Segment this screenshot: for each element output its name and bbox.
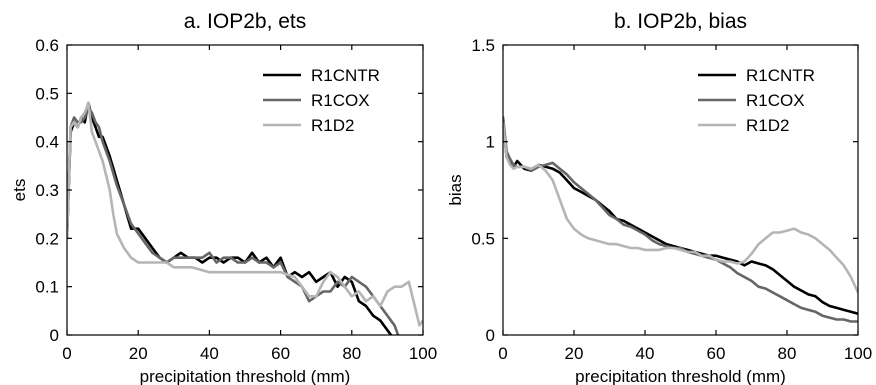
series-line-b-r1cox bbox=[503, 116, 858, 323]
chart-a: a. IOP2b, ets 0 20 40 60 80 100 0 0.1 0.2 0.3 0.4 0.… bbox=[10, 10, 437, 385]
legend-label-b-r1cntr: R1CNTR bbox=[746, 66, 815, 85]
x-tick-label-b-40: 40 bbox=[636, 344, 655, 363]
x-tick-label-b-20: 20 bbox=[565, 344, 584, 363]
plot-frame-b bbox=[502, 44, 859, 336]
x-tick-label-a-100: 100 bbox=[409, 344, 437, 363]
x-axis-label-b: precipitation threshold (mm) bbox=[575, 367, 786, 385]
y-tick-label-b-0.5: 0.5 bbox=[471, 229, 495, 248]
series-line-a-r1d2 bbox=[67, 101, 423, 327]
x-tick-label-a-40: 40 bbox=[200, 344, 219, 363]
y-tick-label-a-0.6: 0.6 bbox=[35, 36, 59, 55]
y-axis-label-b: bias bbox=[446, 174, 465, 205]
chart-b: b. IOP2b, bias 0 20 40 60 80 100 0 0.5 1 1.5 precip… bbox=[446, 10, 872, 385]
legend-b: R1CNTR R1COX R1D2 bbox=[698, 66, 815, 135]
series-line-b-r1cntr bbox=[503, 122, 858, 315]
y-tick-label-a-0.1: 0.1 bbox=[35, 278, 59, 297]
x-tick-label-b-0: 0 bbox=[498, 344, 507, 363]
legend-label-b-r1d2: R1D2 bbox=[746, 116, 789, 135]
x-tick-label-a-80: 80 bbox=[342, 344, 361, 363]
y-tick-label-b-1: 1 bbox=[486, 133, 495, 152]
y-tick-label-a-0.3: 0.3 bbox=[35, 181, 59, 200]
x-tick-label-a-0: 0 bbox=[62, 344, 71, 363]
chart-title-a: a. IOP2b, ets bbox=[184, 10, 307, 33]
legend-label-a-r1cntr: R1CNTR bbox=[311, 66, 380, 85]
x-tick-label-b-80: 80 bbox=[778, 344, 797, 363]
chart-title-b: b. IOP2b, bias bbox=[614, 10, 747, 33]
y-tick-label-a-0.4: 0.4 bbox=[35, 133, 59, 152]
series-line-b-r1d2 bbox=[503, 122, 858, 294]
x-tick-label-b-60: 60 bbox=[707, 344, 726, 363]
y-tick-label-a-0: 0 bbox=[50, 326, 59, 345]
x-tick-label-a-20: 20 bbox=[129, 344, 148, 363]
x-tick-label-b-100: 100 bbox=[844, 344, 872, 363]
y-tick-label-a-0.2: 0.2 bbox=[35, 229, 59, 248]
series-line-a-r1cntr bbox=[67, 101, 393, 335]
y-tick-label-a-0.5: 0.5 bbox=[35, 84, 59, 103]
x-axis-label-a: precipitation threshold (mm) bbox=[140, 367, 351, 385]
x-tick-label-a-60: 60 bbox=[271, 344, 290, 363]
y-tick-label-b-1.5: 1.5 bbox=[471, 36, 495, 55]
legend-a: R1CNTR R1COX R1D2 bbox=[263, 66, 380, 135]
y-tick-label-b-0: 0 bbox=[486, 326, 495, 345]
legend-label-b-r1cox: R1COX bbox=[746, 91, 805, 110]
series-line-a-r1cox bbox=[67, 106, 400, 335]
legend-label-a-r1d2: R1D2 bbox=[311, 116, 354, 135]
legend-label-a-r1cox: R1COX bbox=[311, 91, 370, 110]
y-axis-label-a: ets bbox=[10, 179, 29, 202]
